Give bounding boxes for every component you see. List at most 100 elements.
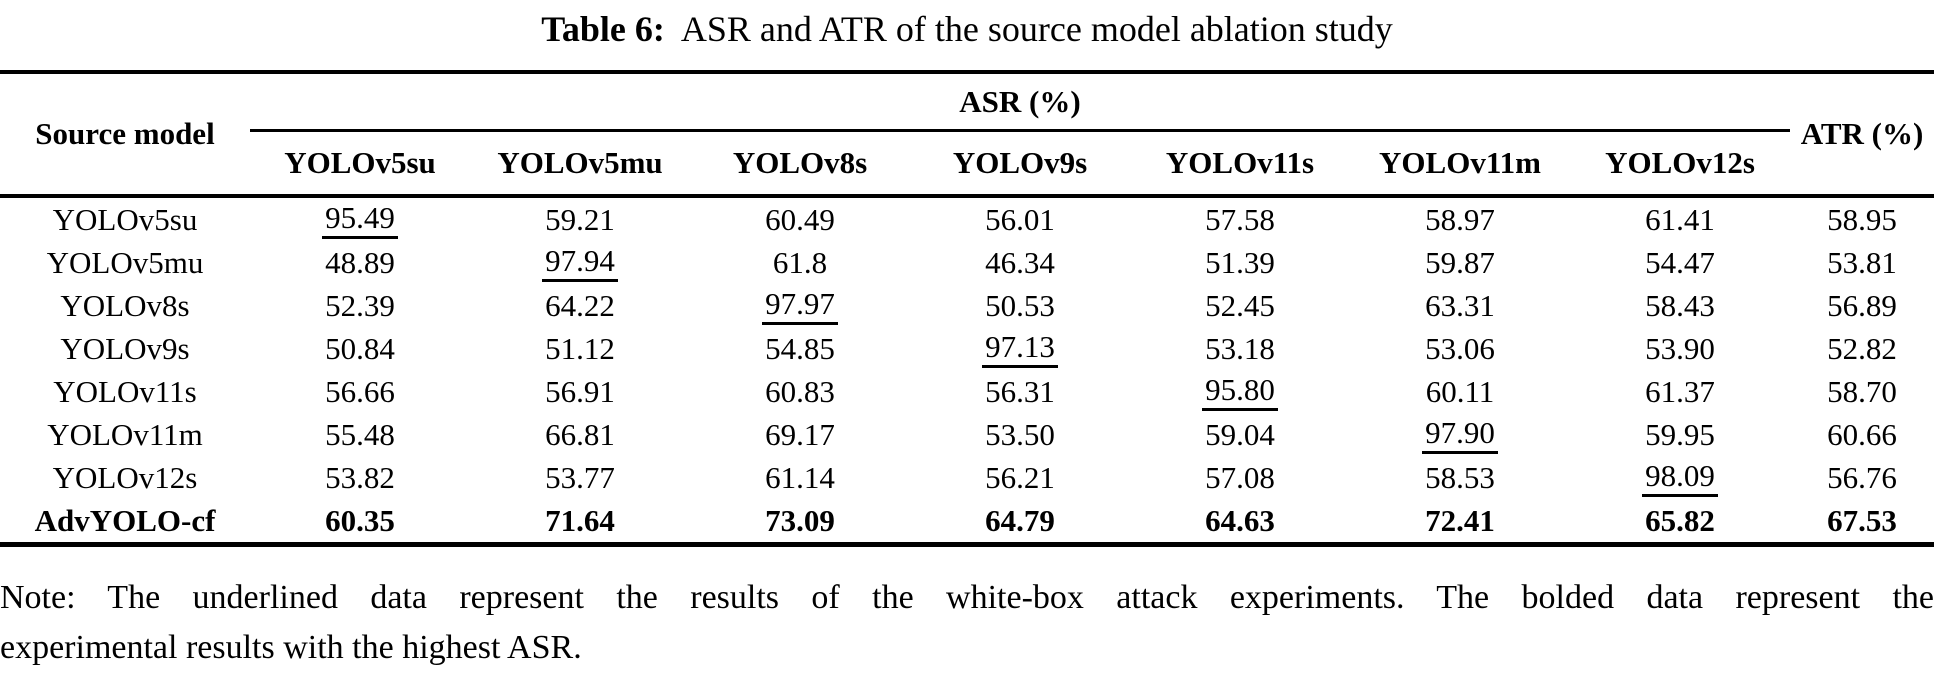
row-label: YOLOv11s <box>53 373 197 409</box>
asr-cell: 52.45 <box>1205 287 1275 323</box>
atr-cell: 58.70 <box>1827 373 1897 409</box>
column-header-yolov5su: YOLOv5su <box>250 130 470 198</box>
asr-cell: 69.17 <box>765 416 835 452</box>
underlined-value: 97.90 <box>1422 416 1498 454</box>
asr-cell: 71.64 <box>545 502 615 538</box>
table-row: YOLOv9s 50.84 51.12 54.85 97.13 53.18 53.06 53.… <box>0 327 1934 370</box>
asr-cell: 53.82 <box>325 459 395 495</box>
underlined-value: 97.97 <box>762 287 838 325</box>
asr-cell: 95.49 <box>250 196 470 241</box>
row-label: YOLOv12s <box>52 459 198 495</box>
asr-cell: 66.81 <box>545 416 615 452</box>
atr-cell: 58.95 <box>1827 201 1897 237</box>
column-header-yolov11m: YOLOv11m <box>1350 130 1570 198</box>
asr-cell: 53.90 <box>1645 330 1715 366</box>
asr-cell: 50.84 <box>325 330 395 366</box>
column-header-source-model: Source model <box>0 72 250 198</box>
asr-cell: 58.97 <box>1425 201 1495 237</box>
asr-cell: 97.90 <box>1350 413 1570 456</box>
column-header-yolov9s: YOLOv9s <box>910 130 1130 198</box>
asr-cell: 57.08 <box>1205 459 1275 495</box>
group-header-row: Source model ASR (%) ATR (%) <box>0 72 1934 198</box>
asr-cell: 72.41 <box>1425 502 1495 538</box>
column-header-yolov8s: YOLOv8s <box>690 130 910 198</box>
atr-cell: 53.81 <box>1827 244 1897 280</box>
asr-cell: 56.31 <box>985 373 1055 409</box>
asr-cell: 56.01 <box>985 201 1055 237</box>
underlined-value: 95.49 <box>322 201 398 239</box>
asr-cell: 51.12 <box>545 330 615 366</box>
table-caption: Table 6: ASR and ATR of the source model … <box>0 0 1934 52</box>
asr-cell: 60.83 <box>765 373 835 409</box>
asr-cell: 97.97 <box>690 284 910 327</box>
table-caption-text: ASR and ATR of the source model ablation… <box>680 9 1393 49</box>
column-header-yolov11s: YOLOv11s <box>1130 130 1350 198</box>
results-table: Source model ASR (%) ATR (%) YOLOv5su YOL… <box>0 70 1934 547</box>
row-label: YOLOv11m <box>47 416 203 452</box>
table-row: YOLOv11s 56.66 56.91 60.83 56.31 95.80 60.11 61… <box>0 370 1934 413</box>
asr-cell: 97.94 <box>470 241 690 284</box>
column-header-yolov12s: YOLOv12s <box>1570 130 1791 198</box>
asr-cell: 46.34 <box>985 244 1055 280</box>
note-line-2: experimental results with the highest AS… <box>0 629 582 666</box>
asr-cell: 48.89 <box>325 244 395 280</box>
underlined-value: 98.09 <box>1642 459 1718 497</box>
underlined-value: 97.13 <box>982 330 1058 368</box>
atr-cell: 52.82 <box>1827 330 1897 366</box>
row-label: AdvYOLO-cf <box>34 502 216 538</box>
asr-cell: 58.43 <box>1645 287 1715 323</box>
asr-cell: 53.50 <box>985 416 1055 452</box>
asr-cell: 61.14 <box>765 459 835 495</box>
asr-cell: 59.87 <box>1425 244 1495 280</box>
asr-cell: 61.8 <box>772 244 828 280</box>
asr-cell: 95.80 <box>1130 370 1350 413</box>
asr-cell: 64.79 <box>985 502 1055 538</box>
table-note: Note: The underlined data represent the … <box>0 573 1934 673</box>
asr-cell: 98.09 <box>1570 456 1790 499</box>
asr-cell: 73.09 <box>765 502 835 538</box>
atr-cell: 67.53 <box>1827 502 1897 538</box>
row-label: YOLOv5mu <box>46 244 204 280</box>
asr-cell: 56.66 <box>325 373 395 409</box>
asr-cell: 57.58 <box>1205 201 1275 237</box>
note-line-1: Note: The underlined data represent the … <box>0 579 1934 616</box>
asr-cell: 61.41 <box>1645 201 1715 237</box>
table-row: YOLOv12s 53.82 53.77 61.14 56.21 57.08 58.53 98… <box>0 456 1934 499</box>
asr-cell: 53.18 <box>1205 330 1275 366</box>
asr-cell: 65.82 <box>1645 502 1715 538</box>
asr-cell: 59.21 <box>545 201 615 237</box>
asr-cell: 54.85 <box>765 330 835 366</box>
asr-cell: 53.06 <box>1425 330 1495 366</box>
table-caption-label: Table 6: <box>541 9 665 49</box>
asr-cell: 55.48 <box>325 416 395 452</box>
atr-cell: 60.66 <box>1827 416 1897 452</box>
asr-cell: 53.77 <box>545 459 615 495</box>
underlined-value: 97.94 <box>542 244 618 282</box>
column-header-yolov5mu: YOLOv5mu <box>470 130 690 198</box>
underlined-value: 95.80 <box>1202 373 1278 411</box>
table-row: YOLOv11m 55.48 66.81 69.17 53.50 59.04 97.90 59… <box>0 413 1934 456</box>
asr-cell: 63.31 <box>1425 287 1495 323</box>
asr-cell: 64.22 <box>545 287 615 323</box>
atr-cell: 56.76 <box>1827 459 1897 495</box>
table-row: YOLOv5mu 48.89 97.94 61.8 46.34 51.39 59.87 54.… <box>0 241 1934 284</box>
asr-cell: 61.37 <box>1645 373 1715 409</box>
table-row: AdvYOLO-cf 60.35 71.64 73.09 64.79 64.63 72.41… <box>0 499 1934 545</box>
asr-cell: 64.63 <box>1205 502 1275 538</box>
table-row: YOLOv8s 52.39 64.22 97.97 50.53 52.45 63.31 58.… <box>0 284 1934 327</box>
asr-cell: 54.47 <box>1645 244 1715 280</box>
column-header-atr: ATR (%) <box>1790 72 1934 198</box>
asr-cell: 52.39 <box>325 287 395 323</box>
asr-cell: 60.11 <box>1425 373 1495 409</box>
row-label: YOLOv5su <box>52 201 198 237</box>
row-label: YOLOv8s <box>60 287 190 323</box>
asr-cell: 56.21 <box>985 459 1055 495</box>
asr-cell: 51.39 <box>1205 244 1275 280</box>
table-body: YOLOv5su 95.49 59.21 60.49 56.01 57.58 58.97 61… <box>0 196 1934 545</box>
asr-cell: 50.53 <box>985 287 1055 323</box>
asr-cell: 60.49 <box>765 201 835 237</box>
column-group-header-asr: ASR (%) <box>250 72 1791 132</box>
asr-cell: 60.35 <box>325 502 395 538</box>
table-row: YOLOv5su 95.49 59.21 60.49 56.01 57.58 58.97 61… <box>0 196 1934 241</box>
